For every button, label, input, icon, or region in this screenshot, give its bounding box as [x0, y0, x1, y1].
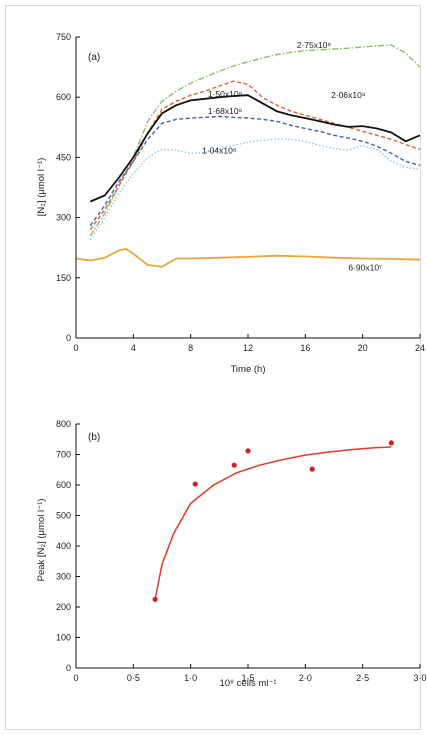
- chart-panel-b: 0 0·5 1·0 1·5 2·0 2·5 3·0 0 100 200 300 400 500 600 70…: [36, 419, 427, 689]
- panel-a-y-tick-label: 600: [56, 92, 71, 102]
- panel-b-y-tick-label: 500: [56, 511, 71, 521]
- panel-b-axes: [75, 424, 420, 669]
- panel-a-series-labels: 2·75x10⁸ 2·06x10⁸ 1·50x10⁸ 1·68x10⁸ 1·04x10⁸…: [202, 40, 382, 272]
- panel-b-x-tick-label: 1·5: [241, 673, 254, 683]
- series-label-5: 6·90x10⁷: [348, 263, 382, 273]
- panel-b-points: [152, 440, 394, 602]
- data-point-0: [152, 596, 158, 602]
- data-point-2: [231, 462, 237, 468]
- series-line-5: [75, 248, 421, 268]
- panel-b-x-tick-label: 1·0: [184, 673, 197, 683]
- data-point-5: [388, 440, 394, 446]
- panel-a-xlabel: Time (h): [230, 364, 265, 375]
- series-label-3: 1·68x10⁸: [208, 106, 243, 116]
- panel-b-y-tick-label: 0: [66, 663, 71, 673]
- panel-a-x-tick-label: 8: [188, 343, 193, 353]
- panel-b-ticks: 0 0·5 1·0 1·5 2·0 2·5 3·0 0 100 200 300 400 500 600 70…: [56, 419, 427, 683]
- panel-a-x-tick-label: 16: [300, 343, 310, 353]
- panel-b-ylabel: Peak [N₂] (μmol l⁻¹): [36, 499, 47, 582]
- panel-b-x-tick-label: 0·5: [127, 673, 140, 683]
- panel-b-label: (b): [88, 432, 100, 443]
- data-point-1: [192, 481, 198, 487]
- panel-a-axes: [75, 37, 420, 339]
- series-line-2: [89, 94, 421, 203]
- series-line-4: [89, 138, 421, 241]
- figure-frame: [5, 5, 421, 730]
- panel-b-fit-curve: [154, 446, 392, 600]
- series-label-1: 2·06x10⁸: [331, 90, 366, 100]
- panel-b-x-tick-label: 2·0: [299, 673, 312, 683]
- panel-a-ylabel: [N₂] (μmol l⁻¹): [36, 158, 47, 217]
- panel-a-y-tick-label: 150: [56, 273, 71, 283]
- series-line-0: [89, 44, 421, 237]
- panel-a-x-tick-label: 20: [358, 343, 368, 353]
- panel-a-y-tick-label: 750: [56, 32, 71, 42]
- panel-b-x-tick-label: 3·0: [413, 673, 426, 683]
- series-label-2: 1·50x10⁸: [208, 89, 243, 99]
- panel-a-x-tick-label: 0: [73, 343, 78, 353]
- panel-a-y-tick-label: 450: [56, 152, 71, 162]
- chart-panel-a: 0 4 8 12 16 20 24 0 150 300 450 600 750 2·75x10⁸ 2·06…: [36, 32, 425, 375]
- fit-curve: [154, 446, 392, 600]
- panel-a-x-tick-label: 12: [243, 343, 253, 353]
- panel-a-x-tick-label: 4: [131, 343, 136, 353]
- data-point-3: [245, 448, 251, 454]
- panel-a-y-tick-label: 0: [66, 333, 71, 343]
- panel-a-ticks: 0 4 8 12 16 20 24 0 150 300 450 600 750: [56, 32, 425, 353]
- panel-b-y-tick-label: 700: [56, 450, 71, 460]
- panel-a-series: [75, 44, 421, 268]
- series-line-3: [89, 115, 421, 227]
- panel-b-y-tick-label: 800: [56, 419, 71, 429]
- panel-b-y-tick-label: 300: [56, 572, 71, 582]
- series-label-4: 1·04x10⁸: [202, 145, 237, 155]
- panel-b-y-tick-label: 200: [56, 602, 71, 612]
- series-label-0: 2·75x10⁸: [297, 40, 332, 50]
- panel-b-y-tick-label: 600: [56, 480, 71, 490]
- panel-b-y-tick-label: 400: [56, 541, 71, 551]
- panel-b-y-tick-label: 100: [56, 633, 71, 643]
- panel-b-x-tick-label: 0: [73, 673, 78, 683]
- panel-b-x-tick-label: 2·5: [356, 673, 369, 683]
- panel-a-x-tick-label: 24: [415, 343, 425, 353]
- panel-a-y-tick-label: 300: [56, 213, 71, 223]
- data-point-4: [309, 466, 315, 472]
- panel-a-label: (a): [88, 52, 100, 63]
- series-line-1: [89, 80, 421, 231]
- panel-b-xlabel: 10⁸ cells ml⁻¹: [219, 678, 276, 689]
